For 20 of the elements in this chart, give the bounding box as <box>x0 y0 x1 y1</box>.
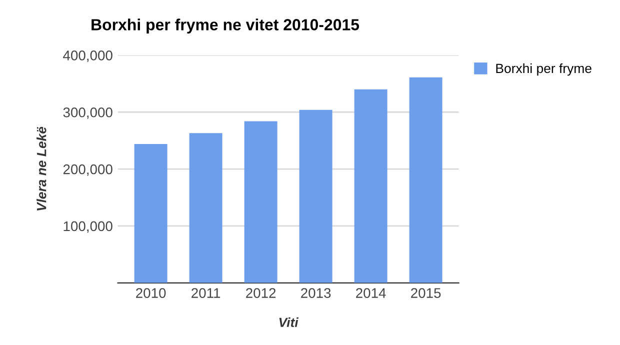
y-tick-label: 200,000 <box>63 164 112 176</box>
bar <box>134 144 168 283</box>
x-tick-label: 2012 <box>246 288 276 298</box>
x-tick-label: 2010 <box>136 288 166 298</box>
bar <box>189 133 222 283</box>
y-axis-title: Vlera ne Lekë <box>36 126 46 210</box>
bar <box>299 110 332 283</box>
y-tick-label: 100,000 <box>64 221 112 233</box>
bar <box>409 77 442 283</box>
bar <box>354 89 388 283</box>
x-tick-label: 2011 <box>192 288 220 298</box>
x-tick-label: 2014 <box>356 288 386 298</box>
x-axis-title: Viti <box>279 317 299 328</box>
x-tick-label: 2015 <box>411 288 441 298</box>
legend-label: Borxhi per fryme <box>496 63 592 76</box>
x-tick-label: 2013 <box>301 288 331 298</box>
bar <box>244 121 278 283</box>
y-tick-label: 300,000 <box>63 107 112 119</box>
chart-title: Borxhi per fryme ne vitet 2010-2015 <box>92 18 360 34</box>
y-tick-label: 400,000 <box>63 50 112 62</box>
